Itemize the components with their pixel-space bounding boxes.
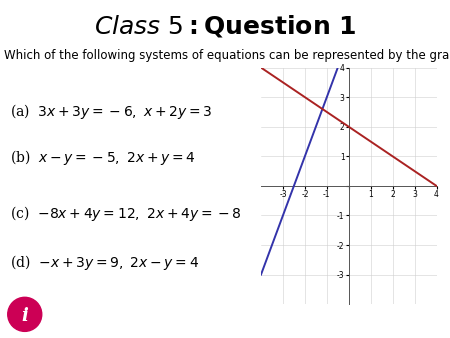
Text: Which of the following systems of equations can be represented by the graph belo: Which of the following systems of equati… bbox=[4, 49, 450, 62]
Circle shape bbox=[8, 297, 42, 331]
Text: (c)  $-8x + 4y = 12,\ 2x + 4y = -8$: (c) $-8x + 4y = 12,\ 2x + 4y = -8$ bbox=[9, 204, 241, 223]
Text: (d)  $-x + 3y = 9,\ 2x - y = 4$: (d) $-x + 3y = 9,\ 2x - y = 4$ bbox=[9, 253, 199, 272]
Text: (b)  $x - y = -5,\ 2x + y = 4$: (b) $x - y = -5,\ 2x + y = 4$ bbox=[9, 148, 195, 167]
Text: (a)  $3x + 3y = -6,\ x + 2y = 3$: (a) $3x + 3y = -6,\ x + 2y = 3$ bbox=[9, 102, 212, 121]
Text: $\mathit{Class\ 5}$$\bf{: Question\ 1}$: $\mathit{Class\ 5}$$\bf{: Question\ 1}$ bbox=[94, 13, 356, 39]
Text: i: i bbox=[21, 307, 28, 325]
